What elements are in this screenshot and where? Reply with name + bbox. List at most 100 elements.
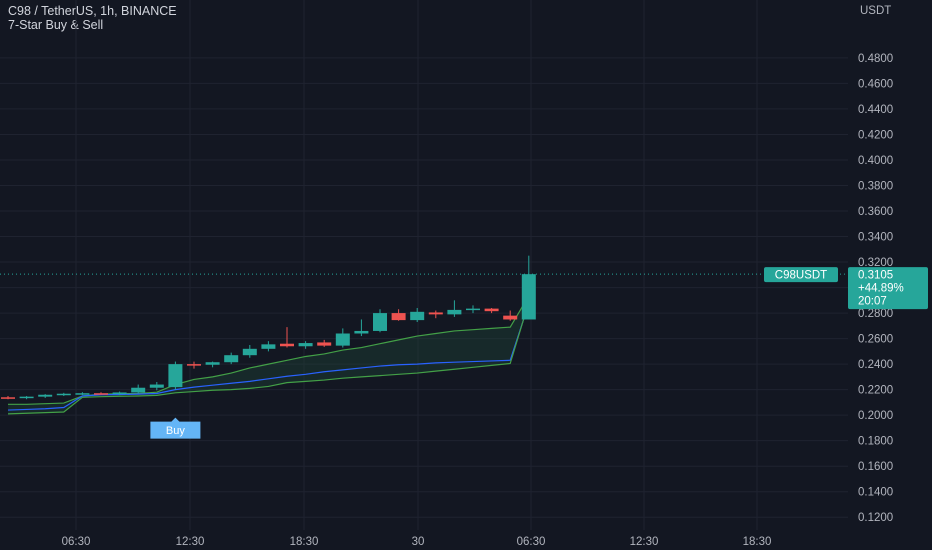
price-change: +44.89%	[858, 283, 904, 295]
price-tick-label: 0.4800	[858, 53, 893, 65]
price-tick-label: 0.4400	[858, 104, 893, 116]
candle-body	[447, 309, 462, 315]
candle-body	[112, 392, 127, 395]
candle	[1, 396, 15, 400]
price-tick-label: 0.3800	[858, 180, 893, 192]
candle	[56, 392, 71, 397]
candle-body	[317, 342, 332, 346]
candle	[447, 300, 462, 317]
candle	[335, 328, 350, 348]
candle-body	[298, 343, 313, 347]
candle	[503, 310, 518, 321]
price-tick-label: 0.2000	[858, 410, 893, 422]
candle-body	[131, 387, 146, 393]
candle	[261, 341, 276, 352]
candle-body	[94, 393, 108, 395]
price-tick-label: 0.2800	[858, 308, 893, 320]
candle	[75, 392, 90, 396]
price-tick-label: 0.1600	[858, 461, 893, 473]
price-tick-label: 0.1800	[858, 436, 893, 448]
time-tick-label: 18:30	[290, 536, 319, 548]
price-tick-label: 0.4000	[858, 155, 893, 167]
candle-body	[242, 348, 257, 356]
candle	[19, 396, 34, 400]
last-price-value: 0.3105	[858, 270, 893, 282]
candle-body	[373, 313, 387, 331]
last-price-layer: C98USDT 0.3105+44.89%20:07	[0, 267, 928, 310]
time-tick-label: 06:30	[517, 536, 546, 548]
symbol-tag-label: C98USDT	[775, 270, 827, 282]
time-tick-label: 12:30	[630, 536, 659, 548]
indicator-band-fill	[8, 295, 529, 414]
buy-signal: Buy	[150, 417, 201, 439]
price-tick-label: 0.3200	[858, 257, 893, 269]
time-tick-label: 30	[412, 536, 425, 548]
price-tick-label: 0.2400	[858, 359, 893, 371]
price-tick-label: 0.2200	[858, 385, 893, 397]
candle	[354, 319, 369, 337]
price-axis[interactable]: USDT 0.4800 0.4600 0.4400 0.4200 0.4000 0.380…	[858, 5, 893, 524]
candle-body	[261, 344, 276, 349]
candle	[466, 305, 480, 314]
candle	[242, 344, 257, 358]
time-tick-label: 06:30	[62, 536, 91, 548]
chart-legend: C98 / TetherUS, 1h, BINANCE 7-Star Buy &…	[8, 4, 177, 32]
price-unit-label: USDT	[860, 5, 891, 17]
buy-signal-badge	[150, 417, 201, 439]
candle-body	[168, 364, 183, 388]
candle	[410, 307, 425, 323]
candle-body	[484, 308, 499, 312]
buy-signal-label: Buy	[166, 425, 185, 437]
candle	[149, 381, 164, 391]
candle-body	[466, 308, 480, 311]
price-tick-label: 0.1400	[858, 487, 893, 499]
candle	[205, 361, 220, 368]
price-tag-bg	[848, 267, 928, 310]
candle	[521, 255, 536, 320]
candle-body	[205, 362, 220, 365]
time-tick-label: 12:30	[176, 536, 205, 548]
price-tick-label: 0.4200	[858, 129, 893, 141]
candles-layer	[1, 255, 536, 400]
candle	[112, 391, 127, 396]
time-axis[interactable]: 06:30 12:30 18:30 30 06:30 12:30 18:30	[62, 536, 772, 548]
indicator-line-2	[7, 303, 530, 411]
candle-body	[149, 384, 164, 388]
candle	[168, 361, 183, 390]
time-tick-label: 18:30	[743, 536, 772, 548]
candle-body	[187, 364, 201, 366]
price-tick-label: 0.2600	[858, 334, 893, 346]
candle	[187, 361, 201, 369]
candle-body	[75, 393, 90, 395]
symbol-title[interactable]: C98 / TetherUS, 1h, BINANCE	[8, 4, 177, 18]
candle	[484, 307, 499, 314]
candle	[224, 352, 239, 365]
candle-body	[354, 330, 369, 334]
grid-lines	[0, 0, 848, 530]
indicator-name[interactable]: 7-Star Buy & Sell	[8, 18, 104, 32]
candle-body	[224, 355, 239, 363]
indicator-layer	[7, 295, 530, 415]
candle	[373, 309, 387, 333]
candle-body	[428, 312, 443, 315]
candle-body	[56, 393, 71, 396]
candle-body	[391, 313, 406, 321]
candle	[298, 341, 313, 349]
bar-countdown: 20:07	[858, 296, 887, 308]
candle	[428, 310, 443, 319]
candle-body	[1, 397, 15, 399]
candle	[38, 394, 53, 398]
candle	[391, 309, 406, 321]
candle-body	[410, 311, 425, 321]
symbol-tag-bg	[764, 267, 838, 283]
price-tick-label: 0.4600	[858, 78, 893, 90]
price-tick-label: 0.3600	[858, 206, 893, 218]
candle-body	[19, 396, 34, 399]
candle-body	[503, 315, 518, 320]
price-tick-label: 0.3400	[858, 232, 893, 244]
candle-body	[280, 343, 294, 347]
candle	[280, 327, 294, 348]
candle-body	[521, 274, 536, 320]
candle	[94, 392, 108, 395]
